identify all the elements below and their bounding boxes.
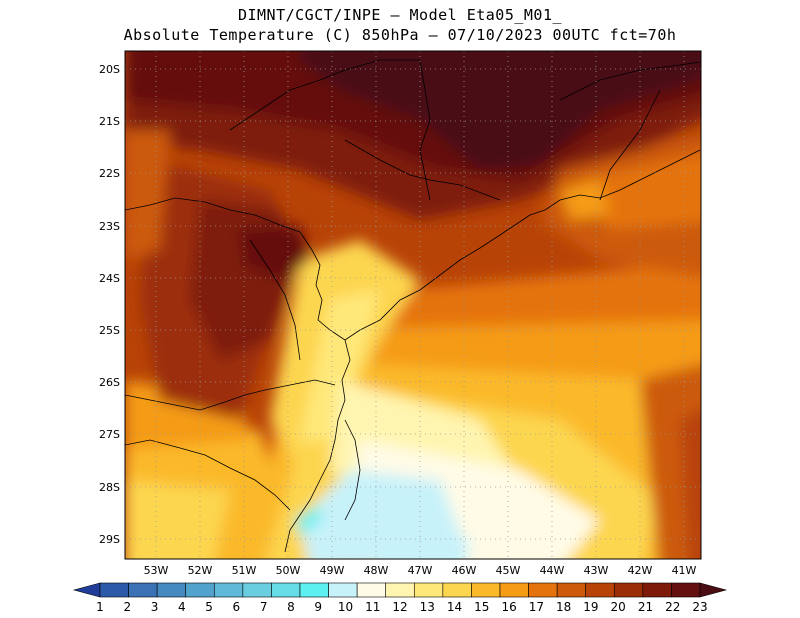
lon-label: 53W: [144, 564, 169, 577]
lon-label: 41W: [672, 564, 697, 577]
title-line-1: DIMNT/CGCT/INPE – Model Eta05_M01_: [237, 6, 563, 24]
colorbar-swatch: [471, 582, 501, 598]
lat-label: 24S: [99, 272, 120, 285]
lon-label: 42W: [628, 564, 653, 577]
graticule: [125, 51, 701, 559]
colorbar: 1 2 3 4 5 6 7 8 9 10 11 12 13 14 15 16 17 18 19 20 21 22 23: [72, 582, 728, 614]
colorbar-label: 18: [556, 600, 571, 614]
lon-label: 43W: [584, 564, 609, 577]
colorbar-label: 20: [611, 600, 626, 614]
colorbar-swatch: [156, 582, 187, 598]
lat-label: 23S: [99, 220, 120, 233]
colorbar-swatch: [413, 582, 444, 598]
lon-label: 45W: [496, 564, 521, 577]
colorbar-label: 23: [692, 600, 707, 614]
colorbar-swatch: [356, 582, 387, 598]
colorbar-swatch: [213, 582, 244, 598]
lon-label: 48W: [364, 564, 389, 577]
colorbar-label: 21: [638, 600, 653, 614]
colorbar-label: 22: [665, 600, 680, 614]
colorbar-label: 17: [529, 600, 544, 614]
colorbar-swatch: [442, 582, 472, 598]
colorbar-swatch: [499, 582, 529, 598]
colorbar-swatch: [299, 582, 329, 598]
title-line-2: Absolute Temperature (C) 850hPa – 07/10/…: [123, 26, 677, 44]
colorbar-label: 15: [474, 600, 489, 614]
colorbar-label: 12: [392, 600, 407, 614]
lon-label: 44W: [540, 564, 565, 577]
map-frame: [124, 50, 702, 560]
colorbar-swatch: [613, 582, 644, 598]
colorbar-swatch: [642, 582, 672, 598]
colorbar-swatch: [328, 582, 358, 598]
colorbar-swatch: [185, 582, 215, 598]
colorbar-arrow-left: [72, 582, 101, 598]
lat-label: 22S: [99, 167, 120, 180]
colorbar-label: 6: [233, 600, 241, 614]
lon-label: 49W: [320, 564, 345, 577]
colorbar-swatch: [585, 582, 615, 598]
lon-label: 50W: [276, 564, 301, 577]
colorbar-swatch: [671, 582, 701, 598]
colorbar-label: 1: [96, 600, 104, 614]
colorbar-swatch: [528, 582, 558, 598]
temperature-field: [125, 51, 701, 559]
colorbar-label: 19: [583, 600, 598, 614]
colorbar-label: 13: [420, 600, 435, 614]
colorbar-swatch: [271, 582, 301, 598]
colorbar-arrow-right: [699, 582, 728, 598]
colorbar-swatch: [385, 582, 415, 598]
colorbar-swatch: [242, 582, 272, 598]
lon-label: 51W: [232, 564, 257, 577]
lon-label: 52W: [188, 564, 213, 577]
colorbar-label: 7: [260, 600, 268, 614]
latitude-labels: 20S 21S 22S 23S 24S 25S 26S 27S 28S 29S: [99, 63, 120, 546]
lat-label: 27S: [99, 428, 120, 441]
longitude-labels: 53W 52W 51W 50W 49W 48W 47W 46W 45W 44W …: [144, 564, 697, 577]
lat-label: 29S: [99, 533, 120, 546]
lat-label: 20S: [99, 63, 120, 76]
colorbar-label: 14: [447, 600, 462, 614]
colorbar-swatch: [128, 582, 158, 598]
colorbar-label: 2: [123, 600, 131, 614]
lat-label: 25S: [99, 324, 120, 337]
lon-label: 46W: [452, 564, 477, 577]
colorbar-label: 9: [314, 600, 322, 614]
colorbar-swatch: [99, 582, 129, 598]
colorbar-label: 3: [151, 600, 159, 614]
lon-label: 47W: [408, 564, 433, 577]
colorbar-label: 16: [501, 600, 516, 614]
colorbar-label: 5: [205, 600, 213, 614]
colorbar-label: 8: [287, 600, 295, 614]
lat-label: 21S: [99, 115, 120, 128]
coastline-borders: [125, 59, 701, 553]
colorbar-swatch: [556, 582, 587, 598]
colorbar-label: 4: [178, 600, 186, 614]
colorbar-label: 11: [365, 600, 380, 614]
colorbar-label: 10: [338, 600, 353, 614]
lat-label: 26S: [99, 376, 120, 389]
lat-label: 28S: [99, 481, 120, 494]
